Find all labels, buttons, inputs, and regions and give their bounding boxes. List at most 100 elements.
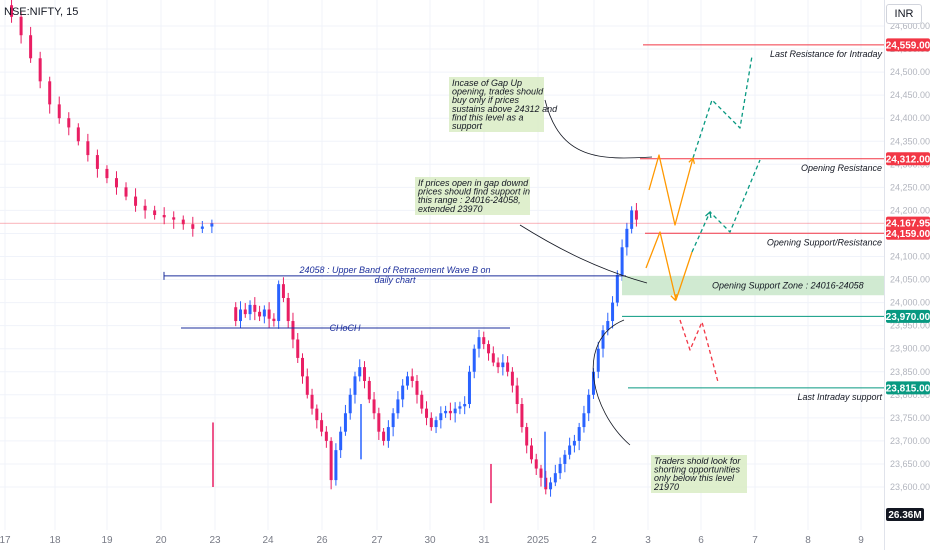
candle (19, 11, 23, 44)
candle (339, 426, 343, 458)
candle (253, 297, 257, 321)
candle (477, 329, 481, 358)
candle-body (48, 81, 52, 105)
x-tick-label: 2 (591, 535, 597, 546)
candle (596, 341, 600, 379)
candle (539, 464, 543, 487)
candle (463, 396, 467, 415)
scenario-path-up-dashed (692, 55, 753, 159)
candle (358, 359, 362, 382)
candle-body (439, 413, 443, 421)
candle-body (305, 376, 309, 395)
price-axis[interactable]: 24,600.0024,550.0024,500.0024,450.0024,4… (886, 21, 931, 521)
time-axis[interactable]: 17 18 19 20 23 24 26 27 30 31 2025 2 3 6 7 8 9 (0, 535, 864, 546)
candle (391, 408, 395, 437)
candle (372, 392, 376, 420)
candle (200, 221, 204, 233)
candle (625, 222, 629, 256)
y-tick-label: 23,750.00 (890, 413, 930, 423)
candle (534, 453, 538, 476)
level-price-tag (886, 38, 930, 52)
candle (467, 365, 471, 409)
candle-body (191, 224, 195, 229)
x-tick-label: 7 (752, 535, 758, 546)
candle (114, 171, 118, 195)
candle (86, 133, 90, 162)
candle (134, 188, 138, 212)
candle-body (553, 473, 557, 483)
note-line: support (452, 121, 483, 131)
candle (386, 420, 390, 448)
candle (377, 407, 381, 440)
candle-body (615, 274, 619, 303)
scenario-path-up (648, 154, 694, 226)
currency-button[interactable]: INR (886, 4, 922, 24)
y-tick-label: 24,000.00 (890, 298, 930, 308)
arrow-head (688, 156, 696, 164)
y-tick-label: 23,800.00 (890, 390, 930, 400)
candle (348, 388, 352, 420)
scenario-path-down (645, 231, 693, 301)
candle (439, 406, 443, 429)
candle (558, 457, 562, 480)
volume-tag (886, 508, 924, 521)
candle (234, 302, 238, 327)
candle-body (572, 440, 576, 446)
candle (563, 450, 567, 473)
candle-body (401, 385, 405, 400)
y-tick-label: 24,250.00 (890, 182, 930, 192)
level-description: Last Intraday support (797, 392, 882, 402)
candle-body (19, 16, 23, 36)
note-line: buy only if prices (452, 95, 520, 105)
candle-body (487, 344, 491, 354)
candle-body (630, 210, 634, 229)
candle-body (429, 417, 433, 428)
candle (315, 404, 319, 429)
candle-body (210, 223, 214, 227)
candle-body (491, 353, 495, 363)
candle (324, 426, 328, 448)
candle (549, 477, 553, 497)
candle-body (200, 226, 204, 229)
candle-body (172, 217, 176, 220)
level-description: Last Resistance for Intraday (770, 49, 883, 59)
candle-body (410, 376, 414, 381)
note-background (415, 177, 530, 215)
candle-body (320, 420, 324, 432)
y-tick-label: 24,100.00 (890, 252, 930, 262)
candle-body (286, 297, 290, 322)
candle-body (358, 367, 362, 377)
level-price-tag (886, 152, 930, 166)
candle (124, 182, 128, 201)
volume-label: 26.36M (888, 510, 921, 521)
candle-body (272, 318, 276, 322)
level-price-label: 24,559.00 (886, 40, 931, 51)
candle-body (434, 420, 438, 428)
candle (634, 203, 638, 227)
candle-body (372, 399, 376, 414)
choch-label: CHoCH (329, 323, 361, 333)
support-zone (622, 275, 884, 296)
candle-body (448, 410, 452, 414)
candle (501, 354, 505, 376)
candle-body (334, 450, 338, 481)
candle-body (382, 431, 386, 441)
candle-body (57, 104, 61, 119)
candle (410, 368, 414, 388)
y-tick-label: 24,350.00 (890, 136, 930, 146)
candle-body (348, 394, 352, 414)
candle-body (86, 141, 90, 156)
symbol-label: NSE:NIFTY, 15 (4, 6, 79, 18)
candle-body (405, 376, 409, 386)
candle (153, 205, 157, 220)
candle (262, 305, 266, 324)
candle (515, 377, 519, 414)
level-price-tag (886, 226, 930, 240)
candle-body (463, 404, 467, 407)
scenario-path-bear-dashed (679, 319, 719, 383)
candle-body (391, 413, 395, 428)
note-line: only below this level (654, 473, 735, 483)
candle (429, 412, 433, 431)
candle-body (520, 404, 524, 428)
